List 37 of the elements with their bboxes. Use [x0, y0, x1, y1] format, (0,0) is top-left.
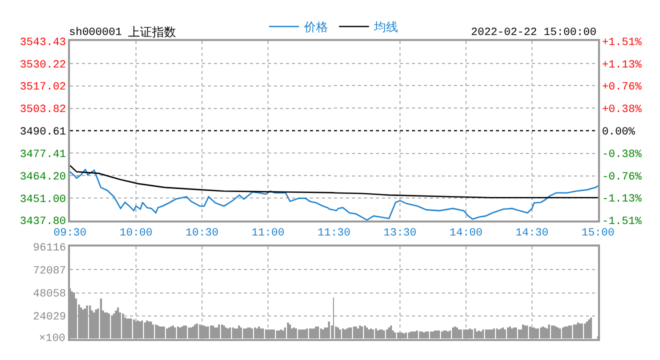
y-tick-label: 3464.20: [20, 171, 66, 184]
x-tick-label: 14:30: [515, 227, 549, 240]
chart-title: 上证指数: [128, 25, 176, 39]
y2-tick-label: +0.76%: [602, 81, 642, 94]
y2-tick-label: 0.00%: [602, 126, 636, 139]
y-tick-label: 3543.43: [20, 36, 66, 49]
y2-tick-label: -0.76%: [602, 172, 642, 184]
y2-tick-label: +1.13%: [602, 59, 642, 72]
y2-tick-label: -0.38%: [602, 149, 642, 162]
x-tick-label: 10:00: [119, 227, 153, 240]
x-tick-label: 15:00: [581, 227, 615, 240]
x-tick-label: 10:30: [185, 227, 219, 240]
y-tick-label: 48058: [33, 288, 66, 301]
y2-tick-label: +0.38%: [602, 104, 642, 116]
x-tick-label: 13:30: [383, 227, 417, 240]
x-tick-label: 14:00: [449, 227, 483, 240]
y2-tick-label: +1.51%: [602, 36, 642, 49]
legend-label: 价格: [303, 20, 328, 34]
legend-label: 均线: [373, 20, 398, 34]
x-tick-label: 11:00: [251, 227, 285, 240]
y-tick-label: 24029: [33, 312, 66, 324]
text: sh000001: [69, 27, 122, 39]
y2-tick-label: -1.13%: [602, 194, 642, 206]
x-tick-label: 11:30: [317, 227, 351, 240]
x-tick-label: 09:30: [53, 227, 87, 240]
y-axis-title: ×100: [39, 333, 66, 345]
y-tick-label: 3490.61: [20, 126, 66, 139]
y-tick-label: 3503.82: [20, 104, 66, 116]
y-tick-label: 3530.22: [20, 59, 66, 72]
y-tick-label: 3477.41: [20, 148, 66, 161]
y-tick-label: 72087: [33, 265, 66, 278]
y-tick-label: 3517.02: [20, 82, 66, 94]
y-tick-label: 96116: [33, 242, 66, 254]
y-tick-label: 3451.00: [20, 194, 66, 206]
y2-tick-label: -1.51%: [602, 216, 642, 228]
text: 2022-02-22 15:00:00: [471, 27, 596, 39]
y-tick-label: 3437.80: [20, 216, 66, 228]
